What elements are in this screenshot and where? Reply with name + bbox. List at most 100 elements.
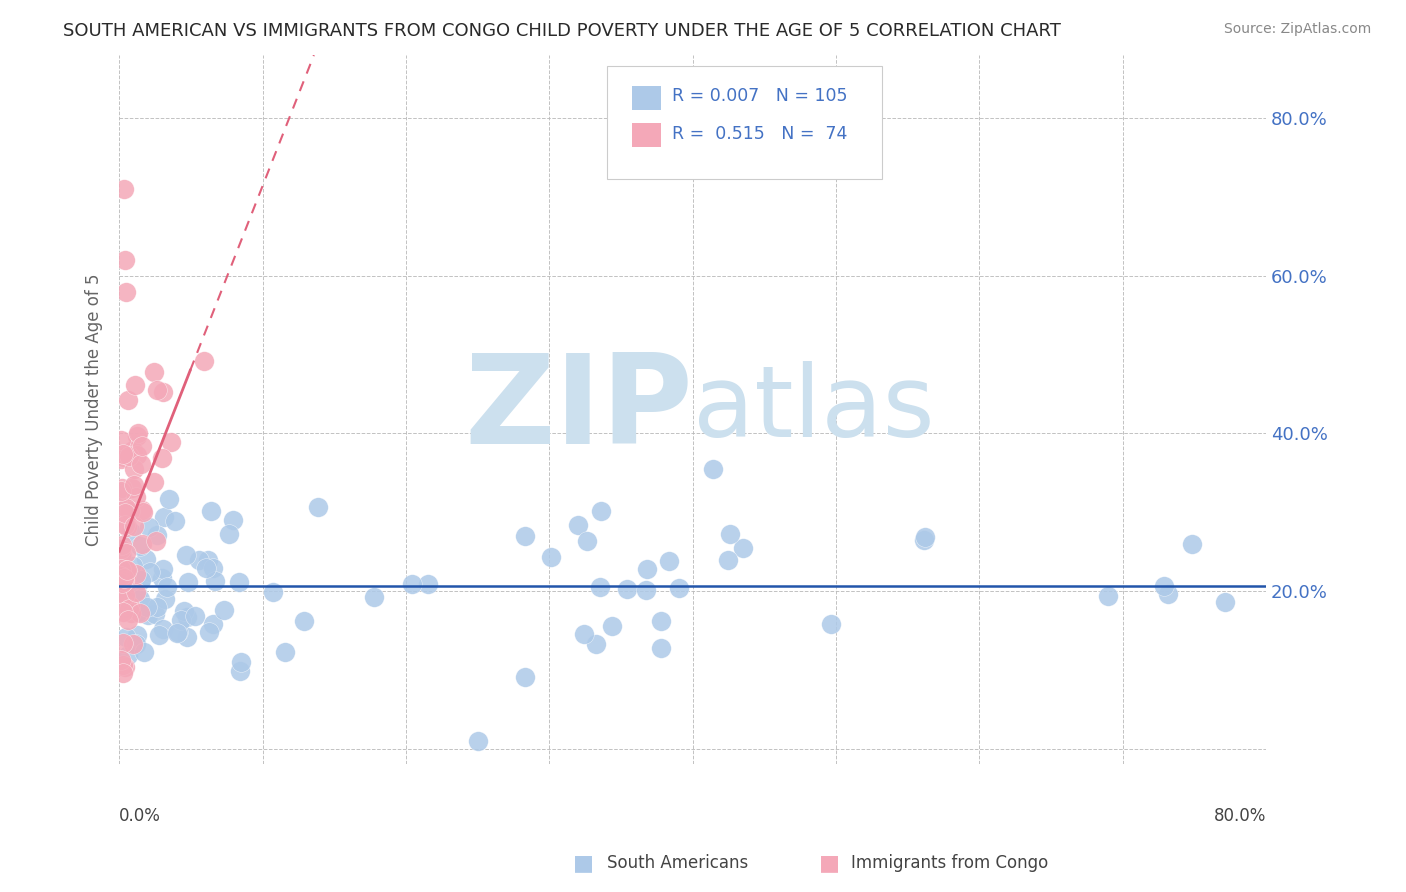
Point bbox=[717, 553, 740, 567]
Point bbox=[121, 568, 143, 582]
Point bbox=[115, 592, 138, 607]
Point bbox=[110, 562, 132, 576]
Point bbox=[718, 526, 741, 541]
Point bbox=[152, 385, 174, 400]
Point bbox=[125, 585, 148, 599]
Point bbox=[122, 461, 145, 475]
Point bbox=[218, 527, 240, 541]
Point bbox=[117, 613, 139, 627]
Point bbox=[127, 426, 149, 441]
Point bbox=[110, 488, 132, 502]
Point bbox=[129, 540, 152, 554]
Point bbox=[112, 597, 135, 611]
Point bbox=[110, 590, 132, 604]
Point bbox=[131, 457, 153, 471]
Point bbox=[132, 505, 155, 519]
Point bbox=[114, 598, 136, 612]
Point bbox=[114, 659, 136, 673]
Point bbox=[229, 655, 252, 669]
Point bbox=[112, 601, 135, 615]
Text: Immigrants from Congo: Immigrants from Congo bbox=[851, 855, 1047, 872]
Text: ZIP: ZIP bbox=[464, 349, 693, 470]
Point bbox=[125, 429, 148, 443]
Point bbox=[111, 549, 134, 564]
Point bbox=[363, 591, 385, 605]
Point bbox=[122, 558, 145, 573]
Point bbox=[117, 599, 139, 613]
Point bbox=[131, 439, 153, 453]
Point bbox=[122, 443, 145, 458]
Point bbox=[121, 525, 143, 540]
Point bbox=[1156, 587, 1178, 601]
Point bbox=[121, 481, 143, 495]
Point bbox=[112, 605, 135, 619]
Text: R = 0.007   N = 105: R = 0.007 N = 105 bbox=[672, 87, 848, 105]
Point bbox=[146, 383, 169, 397]
Point bbox=[228, 575, 250, 590]
FancyBboxPatch shape bbox=[606, 66, 882, 179]
Point bbox=[150, 571, 173, 585]
Point bbox=[115, 500, 138, 515]
Point bbox=[114, 252, 136, 267]
Point bbox=[114, 631, 136, 645]
Point bbox=[173, 604, 195, 618]
Point bbox=[153, 509, 176, 524]
Point bbox=[146, 600, 169, 615]
Point bbox=[515, 670, 537, 684]
Point bbox=[200, 503, 222, 517]
Point bbox=[1097, 589, 1119, 603]
Point bbox=[114, 517, 136, 532]
Point bbox=[204, 574, 226, 589]
Point bbox=[262, 585, 284, 599]
Point bbox=[112, 447, 135, 461]
Point bbox=[165, 514, 187, 528]
Point bbox=[650, 615, 672, 629]
Point bbox=[118, 602, 141, 616]
Point bbox=[307, 500, 329, 514]
Point bbox=[143, 607, 166, 621]
Point bbox=[418, 577, 440, 591]
Point bbox=[131, 502, 153, 516]
Point bbox=[589, 580, 612, 594]
Point bbox=[111, 575, 134, 590]
Point bbox=[616, 582, 638, 597]
Point bbox=[146, 527, 169, 541]
Bar bbox=[631, 86, 661, 110]
Point bbox=[156, 581, 179, 595]
Point bbox=[202, 616, 225, 631]
Point bbox=[110, 566, 132, 580]
Point bbox=[112, 599, 135, 613]
Point bbox=[167, 624, 190, 639]
Y-axis label: Child Poverty Under the Age of 5: Child Poverty Under the Age of 5 bbox=[86, 274, 103, 546]
Point bbox=[110, 558, 132, 572]
Point bbox=[110, 541, 132, 556]
Point bbox=[114, 506, 136, 520]
Point bbox=[111, 538, 134, 552]
Point bbox=[112, 182, 135, 196]
Point bbox=[117, 393, 139, 408]
Point bbox=[177, 574, 200, 589]
Point bbox=[572, 627, 595, 641]
Point bbox=[125, 627, 148, 641]
Point bbox=[115, 563, 138, 577]
Point bbox=[195, 561, 218, 575]
Point bbox=[136, 608, 159, 623]
Point bbox=[114, 569, 136, 583]
Point bbox=[1181, 537, 1204, 551]
Point bbox=[117, 520, 139, 534]
Point bbox=[117, 648, 139, 663]
Point bbox=[110, 483, 132, 498]
Point bbox=[110, 574, 132, 588]
Point bbox=[222, 512, 245, 526]
Point bbox=[134, 645, 156, 659]
Text: SOUTH AMERICAN VS IMMIGRANTS FROM CONGO CHILD POVERTY UNDER THE AGE OF 5 CORRELA: SOUTH AMERICAN VS IMMIGRANTS FROM CONGO … bbox=[63, 22, 1062, 40]
Point bbox=[117, 574, 139, 589]
Point bbox=[142, 475, 165, 490]
Point bbox=[110, 653, 132, 667]
Point bbox=[110, 569, 132, 583]
Point bbox=[110, 599, 132, 614]
Point bbox=[589, 504, 612, 518]
Point bbox=[120, 504, 142, 518]
Point bbox=[110, 452, 132, 467]
Point bbox=[197, 553, 219, 567]
